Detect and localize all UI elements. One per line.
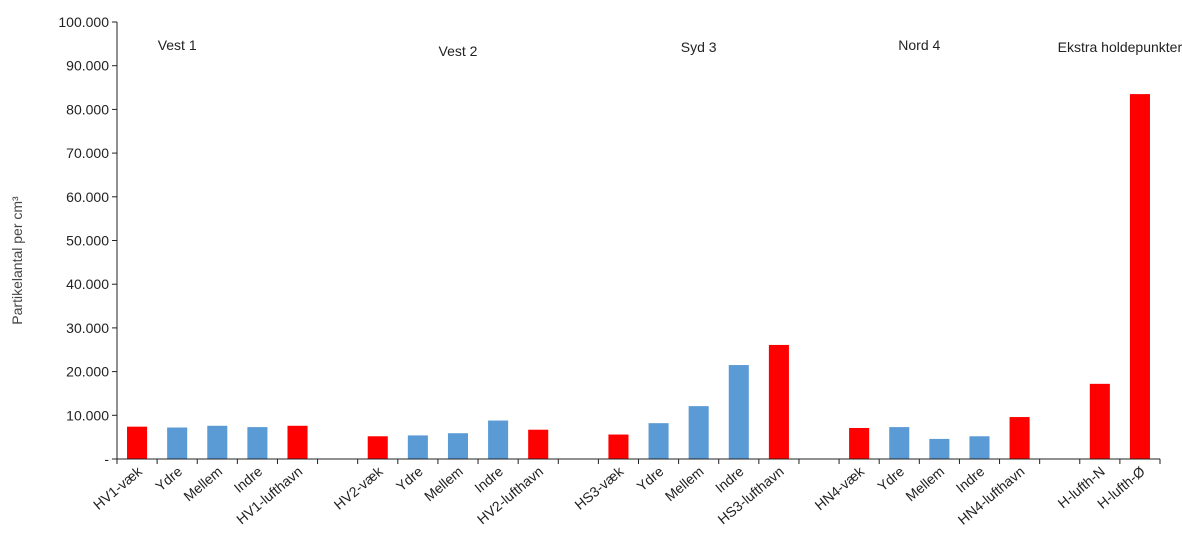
bar xyxy=(488,420,509,459)
group-annotation: Vest 2 xyxy=(439,43,478,59)
y-tick-label: 100.000 xyxy=(58,14,109,30)
bar xyxy=(528,429,549,459)
y-tick-label: 10.000 xyxy=(66,407,109,423)
y-tick-label: 60.000 xyxy=(66,189,109,205)
x-tick-label: Ydre xyxy=(152,463,185,494)
group-annotations: Vest 1 Vest 2 Syd 3 Nord 4 Ekstra holdepunkt… xyxy=(158,37,1182,59)
bar xyxy=(1089,383,1110,459)
bar xyxy=(407,435,428,459)
x-tick-label: Indre xyxy=(471,463,506,496)
x-tick-label: Indre xyxy=(953,463,988,496)
y-tick-label: 40.000 xyxy=(66,276,109,292)
y-tick-label: 20.000 xyxy=(66,364,109,380)
x-tick-label: HN4-væk xyxy=(811,462,867,513)
y-tick-label: - xyxy=(104,451,109,467)
x-tick-label: Indre xyxy=(712,463,747,496)
bar xyxy=(247,427,268,459)
bars xyxy=(127,94,1150,459)
y-tick-label: 90.000 xyxy=(66,58,109,74)
bar xyxy=(728,365,749,459)
bar xyxy=(849,427,870,459)
x-tick-label: HV1-væk xyxy=(90,462,146,512)
bar xyxy=(768,344,789,459)
y-tick-label: 50.000 xyxy=(66,233,109,249)
bar xyxy=(889,427,910,459)
group-annotation: Vest 1 xyxy=(158,37,197,53)
y-tick-label: 70.000 xyxy=(66,145,109,161)
y-axis-label: Partikelantal per cm³ xyxy=(9,196,25,325)
y-axis-ticks: - 10.000 20.000 30.000 40.000 50.000 60.000 70.… xyxy=(58,14,117,467)
x-tick-label: Ydre xyxy=(874,463,907,494)
bar xyxy=(287,425,308,459)
x-tick-label: Ydre xyxy=(393,463,426,494)
y-tick-label: 80.000 xyxy=(66,101,109,117)
x-tick-label: Indre xyxy=(231,463,266,496)
bar xyxy=(207,425,228,459)
bar xyxy=(648,423,669,459)
bar xyxy=(1009,417,1030,459)
bar xyxy=(608,434,629,459)
group-annotation: Ekstra holdepunkter xyxy=(1058,39,1182,55)
bar xyxy=(929,438,950,459)
x-tick-label: Mellem xyxy=(662,463,707,504)
x-tick-label: HS3-væk xyxy=(571,462,627,512)
x-tick-label: Mellem xyxy=(421,463,466,504)
group-annotation: Syd 3 xyxy=(681,39,717,55)
bar xyxy=(969,436,990,459)
bar xyxy=(127,426,148,459)
x-tick-label: Mellem xyxy=(180,463,225,504)
x-tick-label: Mellem xyxy=(902,463,947,504)
group-annotation: Nord 4 xyxy=(898,37,940,53)
x-tick-label: Ydre xyxy=(634,463,667,494)
bar xyxy=(688,406,709,459)
x-tick-label: HV2-væk xyxy=(331,462,387,512)
bar xyxy=(367,436,388,459)
bar xyxy=(167,427,188,459)
bar xyxy=(447,433,469,459)
bar xyxy=(1129,94,1150,459)
y-tick-label: 30.000 xyxy=(66,320,109,336)
